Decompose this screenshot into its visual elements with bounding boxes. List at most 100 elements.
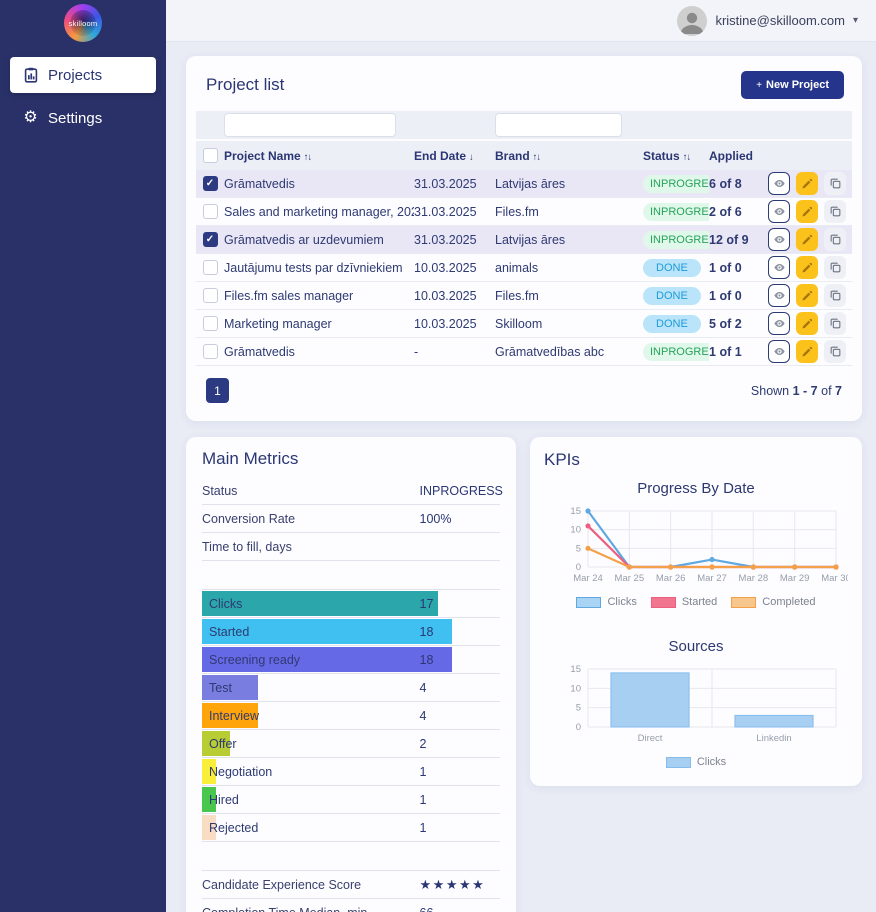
row-checkbox[interactable]: [202, 344, 218, 359]
user-avatar[interactable]: [677, 5, 708, 36]
brand-cell: Files.fm: [495, 204, 539, 219]
funnel-row: Rejected 1: [202, 814, 500, 842]
user-email[interactable]: kristine@skilloom.com: [715, 13, 845, 28]
page-1-button[interactable]: 1: [206, 378, 229, 403]
svg-text:Mar 25: Mar 25: [615, 573, 645, 584]
select-all-checkbox[interactable]: [202, 148, 218, 163]
view-button[interactable]: [768, 340, 791, 363]
duplicate-button[interactable]: [824, 256, 846, 279]
project-name-filter-input[interactable]: [224, 113, 396, 137]
legend-item[interactable]: Clicks: [576, 596, 637, 608]
duplicate-button[interactable]: [824, 200, 846, 223]
table-row[interactable]: Marketing manager 10.03.2025 Skilloom DONE 5…: [196, 310, 852, 338]
view-button[interactable]: [768, 284, 791, 307]
legend-item[interactable]: Clicks: [665, 756, 727, 768]
sidebar: skilloom Projects ⚙ Settings: [0, 0, 166, 912]
svg-text:5: 5: [576, 543, 581, 554]
edit-button[interactable]: [796, 256, 819, 279]
page-title: Project list: [206, 75, 285, 94]
project-name-cell: Marketing manager: [224, 316, 332, 331]
svg-text:15: 15: [570, 506, 581, 517]
svg-text:15: 15: [570, 664, 581, 675]
table-filter-row: [196, 111, 852, 141]
project-name-cell: Grāmatvedis: [224, 344, 295, 359]
table-row[interactable]: Sales and marketing manager, 2025 31.03.2…: [196, 198, 852, 226]
edit-button[interactable]: [796, 228, 819, 251]
svg-text:Mar 27: Mar 27: [697, 573, 727, 584]
legend-swatch: [576, 596, 602, 608]
funnel-row: Test 4: [202, 674, 500, 702]
star-rating: ★★★★★: [419, 876, 486, 892]
legend-item[interactable]: Started: [650, 596, 717, 608]
table-row[interactable]: Grāmatvedis ar uzdevumiem 31.03.2025 Latvi…: [196, 226, 852, 254]
duplicate-button[interactable]: [824, 172, 846, 195]
column-header-applied: Applied: [709, 148, 753, 163]
new-project-button[interactable]: + New Project: [741, 71, 844, 99]
edit-button[interactable]: [796, 312, 819, 335]
status-badge: INPROGRESS: [643, 342, 709, 361]
duplicate-button[interactable]: [824, 284, 846, 307]
view-button[interactable]: [768, 256, 791, 279]
funnel-row: Clicks 17: [202, 590, 500, 618]
end-date-cell: 31.03.2025: [414, 176, 477, 191]
table-row[interactable]: Grāmatvedis - Grāmatvedības abc INPROGRESS1…: [196, 338, 852, 366]
brand-cell: Grāmatvedības abc: [495, 344, 605, 359]
column-header-project-name[interactable]: Project Name ↑↓: [224, 148, 312, 163]
brand-cell: Files.fm: [495, 288, 539, 303]
chart-legend: Clicks: [544, 756, 848, 768]
column-header-end-date[interactable]: End Date ↓: [414, 148, 474, 163]
edit-button[interactable]: [796, 200, 819, 223]
chevron-down-icon[interactable]: ▾: [852, 15, 858, 26]
sort-icon: ↓: [469, 151, 474, 163]
gear-icon: ⚙: [23, 109, 38, 126]
projects-clipboard-icon: [22, 67, 39, 84]
table-row[interactable]: Jautājumu tests par dzīvniekiem 10.03.202…: [196, 254, 852, 282]
table-row[interactable]: Grāmatvedis 31.03.2025 Latvijas āres INPROG…: [196, 170, 852, 198]
view-button[interactable]: [768, 172, 791, 195]
row-checkbox[interactable]: [202, 232, 218, 247]
funnel-bar: [202, 787, 216, 812]
svg-text:Direct: Direct: [638, 733, 663, 744]
duplicate-button[interactable]: [824, 340, 846, 363]
duplicate-button[interactable]: [824, 228, 846, 251]
sidebar-item-projects[interactable]: Projects: [10, 57, 156, 93]
applied-cell: 1 of 0: [709, 288, 742, 303]
sidebar-item-settings[interactable]: ⚙ Settings: [10, 100, 156, 136]
kpis-card: KPIs Progress By Date 0 5 10 15 Mar 24 Mar 25…: [530, 437, 862, 786]
svg-text:Mar 26: Mar 26: [656, 573, 686, 584]
column-header-status[interactable]: Status ↑↓: [643, 148, 691, 163]
funnel-row: Interview 4: [202, 702, 500, 730]
row-checkbox[interactable]: [202, 316, 218, 331]
edit-button[interactable]: [796, 340, 819, 363]
sort-icon: ↑↓: [682, 151, 691, 163]
spacer-row: [202, 842, 500, 871]
funnel-bar: [202, 731, 230, 756]
row-checkbox[interactable]: [202, 176, 218, 191]
funnel-bar: [202, 703, 258, 728]
progress-by-date-chart: Progress By Date 0 5 10 15 Mar 24 Mar 25 Mar 2…: [544, 480, 848, 608]
duplicate-button[interactable]: [824, 312, 846, 335]
applied-cell: 12 of 9: [709, 232, 749, 247]
chart-legend: Clicks Started Completed: [544, 596, 848, 608]
row-checkbox[interactable]: [202, 260, 218, 275]
applied-cell: 1 of 0: [709, 260, 742, 275]
project-list-card: Project list + New Project Project Name ↑↓…: [186, 56, 862, 421]
main-metrics-title: Main Metrics: [202, 449, 299, 468]
column-header-brand[interactable]: Brand ↑↓: [495, 148, 541, 163]
brand-filter-input[interactable]: [495, 113, 622, 137]
table-row[interactable]: Files.fm sales manager 10.03.2025 Files.fm…: [196, 282, 852, 310]
row-checkbox[interactable]: [202, 204, 218, 219]
status-badge: DONE: [643, 286, 701, 305]
edit-button[interactable]: [796, 284, 819, 307]
view-button[interactable]: [768, 200, 791, 223]
view-button[interactable]: [768, 228, 791, 251]
row-checkbox[interactable]: [202, 288, 218, 303]
legend-label: Clicks: [607, 596, 637, 608]
legend-item[interactable]: Completed: [731, 596, 816, 608]
legend-label: Clicks: [696, 756, 727, 768]
view-button[interactable]: [768, 312, 791, 335]
svg-text:10: 10: [570, 525, 581, 536]
edit-button[interactable]: [796, 172, 819, 195]
metric-row-completion-time: Completion Time Median, min 66: [202, 899, 500, 912]
applied-cell: 1 of 1: [709, 344, 742, 359]
